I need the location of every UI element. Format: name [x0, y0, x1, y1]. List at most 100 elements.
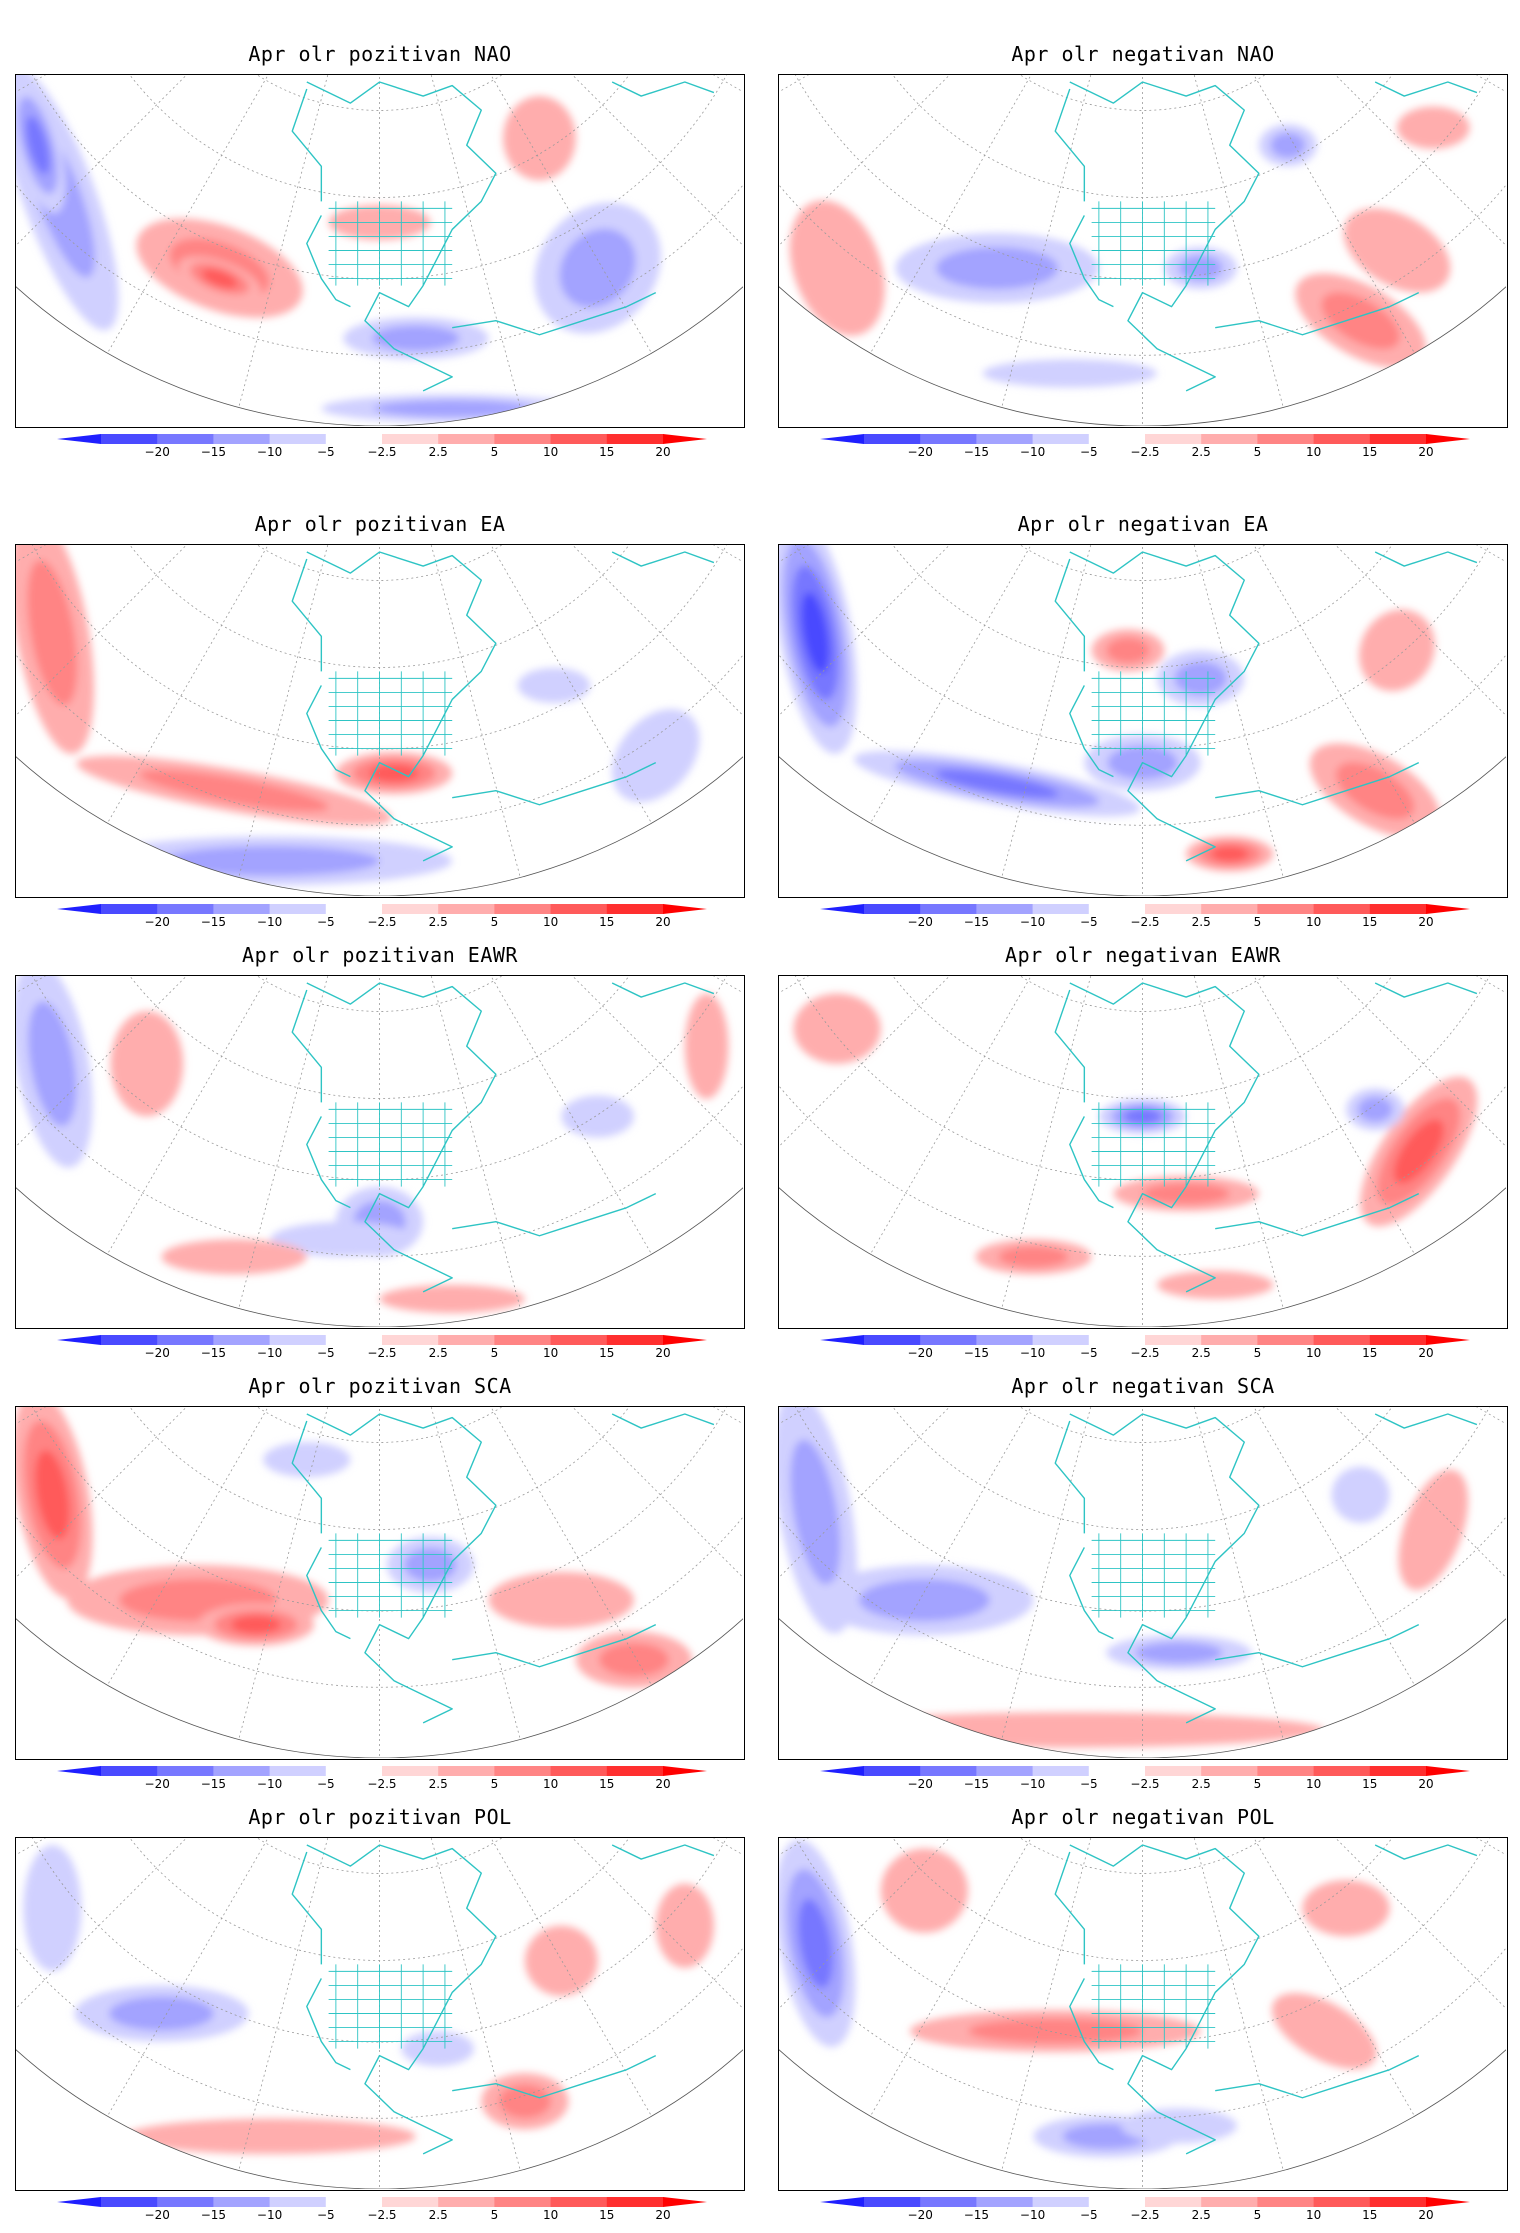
- panel-title: Apr olr negativan SCA: [1011, 1374, 1275, 1398]
- anomaly-contour: [793, 993, 881, 1064]
- colorbar-tick-label: −2.5: [1130, 445, 1159, 459]
- colorbar-segment: [976, 2197, 1034, 2207]
- colorbar-segment: [494, 904, 552, 914]
- map-frame: [778, 544, 1508, 898]
- colorbar-segment: [1257, 1766, 1315, 1776]
- anomaly-contour: [110, 1011, 184, 1117]
- colorbar-segment: [550, 434, 608, 444]
- colorbar-segment: [1369, 1335, 1427, 1345]
- colorbar-segment: [101, 904, 158, 914]
- colorbar-tick-label: 20: [655, 2208, 670, 2222]
- anomaly-field: [16, 1838, 743, 2189]
- anomaly-contour: [263, 1442, 351, 1478]
- colorbar-segment: [550, 904, 608, 914]
- map-panel-eawr-pozitivan: Apr olr pozitivan EAWR −20 −15 −10 −5 −2.5 2.5…: [15, 939, 745, 1371]
- colorbar-segment: [864, 904, 921, 914]
- anomaly-contour: [936, 246, 1059, 290]
- colorbar: −20 −15 −10 −5 −2.5 2.5 5 10 15 20: [57, 1766, 707, 1791]
- colorbar-tick-label: −20: [145, 915, 170, 929]
- anomaly-field: [16, 75, 743, 426]
- colorbar-segment: [494, 1766, 552, 1776]
- colorbar-tick-label: 2.5: [429, 445, 448, 459]
- panel-title: Apr olr pozitivan SCA: [248, 1374, 512, 1398]
- colorbar-segment: [1145, 434, 1202, 444]
- anomaly-contour: [815, 1712, 1325, 1748]
- anomaly-contour: [1398, 1469, 1469, 1591]
- olr-anomaly-map: [779, 1838, 1506, 2189]
- colorbar-segment: [101, 434, 158, 444]
- graticule: [779, 976, 1506, 1327]
- anomaly-contour: [1357, 1096, 1393, 1123]
- colorbar-segment: [157, 1335, 214, 1345]
- anomaly-contour: [1135, 1642, 1223, 1664]
- anomaly-contour: [1142, 1183, 1230, 1205]
- colorbar-tick-label: 2.5: [429, 1346, 448, 1360]
- colorbar-tick-label: 5: [1254, 1777, 1262, 1791]
- colorbar-max-arrow: [663, 1766, 707, 1776]
- anomaly-contour: [968, 2018, 1143, 2044]
- coastline: [291, 1413, 715, 1724]
- anomaly-contour: [1359, 609, 1435, 692]
- colorbar-min-arrow: [820, 434, 864, 444]
- colorbar-tick-label: 10: [1306, 1777, 1321, 1791]
- colorbar-segment: [1369, 904, 1427, 914]
- anomaly-contour: [35, 1450, 70, 1540]
- colorbar-segment: [1313, 434, 1371, 444]
- colorbar-segment: [494, 1335, 552, 1345]
- colorbar-segment: [920, 434, 977, 444]
- coastline: [291, 551, 715, 862]
- colorbar-tick-label: 5: [1254, 2208, 1262, 2222]
- anomaly-contour: [798, 1898, 833, 1988]
- colorbar-segment: [438, 904, 495, 914]
- colorbar-tick-label: 2.5: [1192, 445, 1211, 459]
- colorbar-max-arrow: [1426, 2197, 1470, 2207]
- colorbar-segment: [269, 1335, 327, 1345]
- colorbar-tick-label: −15: [964, 915, 989, 929]
- anomaly-contour: [372, 325, 460, 351]
- colorbar-tick-label: −5: [317, 915, 335, 929]
- colorbar-segment: [1313, 1335, 1371, 1345]
- anomaly-field: [779, 545, 1506, 896]
- colorbar-tick-label: −5: [1080, 445, 1098, 459]
- colorbar-tick-label: −15: [964, 2208, 989, 2222]
- colorbar-segment: [157, 434, 214, 444]
- colorbar-tick-label: −5: [1080, 2208, 1098, 2222]
- colorbar-segment: [1257, 434, 1315, 444]
- olr-anomaly-map: [779, 75, 1506, 426]
- anomaly-contour: [503, 96, 576, 181]
- olr-anomaly-map: [16, 1407, 743, 1758]
- olr-anomaly-map: [16, 976, 743, 1327]
- map-frame: [778, 975, 1508, 1329]
- anomaly-contour: [517, 667, 591, 703]
- colorbar-tick-label: 10: [543, 445, 558, 459]
- colorbar-segment: [864, 1335, 921, 1345]
- colorbar-tick-label: −20: [908, 445, 933, 459]
- colorbar-segment: [976, 1335, 1034, 1345]
- map-panel-ea-negativan: Apr olr negativan EA −20 −15 −10 −5 −2.5 2.5 5 1…: [778, 508, 1508, 940]
- anomaly-contour: [404, 1548, 457, 1582]
- colorbar-segment: [864, 2197, 921, 2207]
- colorbar-tick-label: −20: [908, 915, 933, 929]
- panel-title: Apr olr negativan EAWR: [1005, 943, 1281, 967]
- colorbar-segment: [1088, 1766, 1146, 1776]
- colorbar-tick-label: −10: [1020, 2208, 1045, 2222]
- panel-title: Apr olr pozitivan POL: [248, 1805, 512, 1829]
- colorbar-segment: [606, 904, 664, 914]
- colorbar-segment: [1145, 2197, 1202, 2207]
- colorbar-tick-label: −5: [317, 2208, 335, 2222]
- colorbar-segment: [382, 2197, 439, 2207]
- colorbar-segment: [269, 904, 327, 914]
- colorbar-segment: [494, 434, 552, 444]
- colorbar-segment: [1032, 2197, 1090, 2207]
- colorbar-tick-label: 2.5: [1192, 1346, 1211, 1360]
- colorbar: −20 −15 −10 −5 −2.5 2.5 5 10 15 20: [820, 904, 1470, 929]
- colorbar-segment: [382, 434, 439, 444]
- colorbar-tick-label: 5: [1254, 445, 1262, 459]
- anomaly-contour: [161, 846, 380, 876]
- anomaly-field: [779, 75, 1506, 426]
- colorbar-segment: [438, 1335, 495, 1345]
- colorbar-segment: [920, 1766, 977, 1776]
- map-panel-nao-pozitivan: Apr olr pozitivan NAO −20 −15 −10 −5 −2.5 2.5 5…: [15, 38, 745, 470]
- colorbar-segment: [606, 2197, 664, 2207]
- anomaly-contour: [201, 269, 238, 289]
